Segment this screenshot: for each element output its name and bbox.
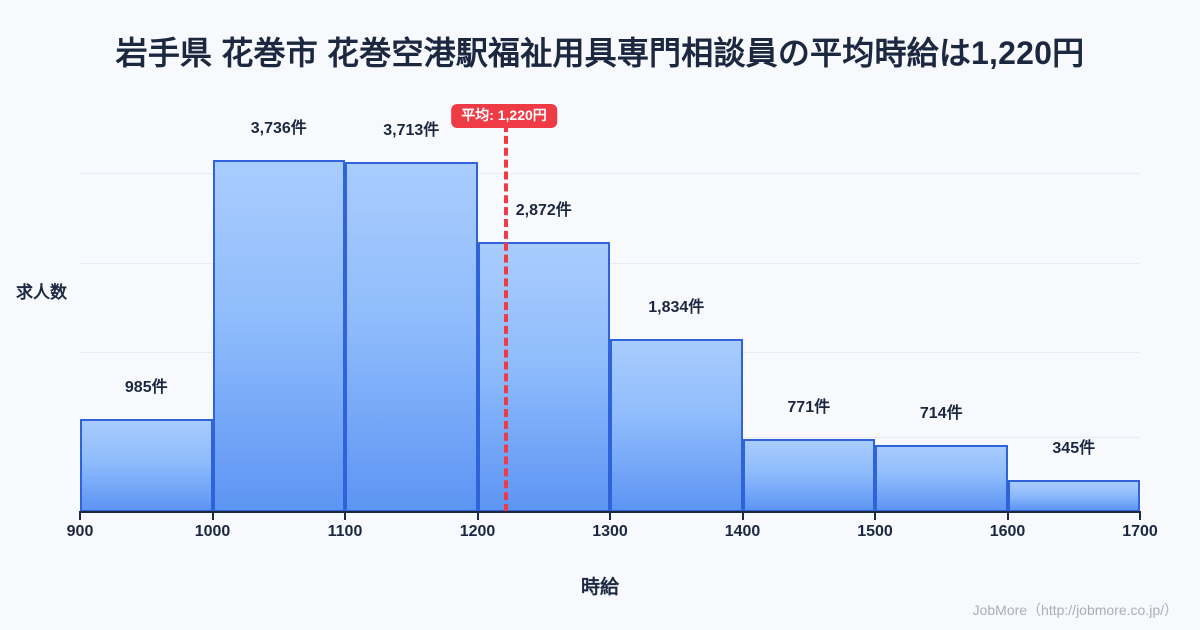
bar-value-label: 1,834件 — [648, 299, 705, 317]
x-axis-tick — [741, 511, 744, 520]
x-axis-tick-label: 1700 — [1122, 523, 1158, 540]
x-axis-tick — [344, 511, 346, 520]
x-axis: 900 1000 1100 1200 1300 1400 1500 1600 1700 — [67, 511, 1158, 540]
bar[interactable] — [80, 419, 213, 512]
bar-value-label: 985件 — [124, 379, 168, 397]
x-axis-tick-label: 1300 — [592, 523, 628, 540]
watermark: JobMore（http://jobmore.co.jp/） — [972, 602, 1178, 618]
bar[interactable] — [742, 439, 875, 512]
average-line — [504, 124, 508, 512]
x-axis-tick — [211, 511, 214, 520]
y-axis-title: 求人数 — [16, 283, 67, 302]
bar-value-label: 714件 — [919, 404, 963, 422]
bar[interactable] — [610, 339, 743, 512]
bar[interactable] — [1007, 479, 1140, 512]
x-axis-tick-label: 900 — [66, 523, 94, 540]
average-badge: 平均: 1,220円 — [451, 104, 557, 129]
bar[interactable] — [477, 241, 610, 512]
x-axis-tick — [79, 511, 81, 520]
x-axis-title: 時給 — [580, 577, 619, 598]
x-axis-tick-label: 1200 — [459, 523, 496, 540]
bar-value-label: 345件 — [1052, 439, 1096, 457]
bar-series: 985件 3,736件 3,713件 2,872件 1,834件 771件 714件 345件 — [80, 120, 1140, 512]
x-axis-tick-label: 1100 — [327, 523, 363, 540]
bar-value-label: 3,736件 — [250, 120, 307, 138]
bar-value-label: 3,713件 — [383, 122, 440, 140]
x-axis-tick-label: 1000 — [194, 523, 231, 540]
x-axis-tick — [609, 511, 611, 520]
bar[interactable] — [212, 160, 345, 512]
plot-area: 985件 3,736件 3,713件 2,872件 1,834件 771件 714件 345件 — [80, 120, 1140, 512]
bar[interactable] — [345, 162, 478, 512]
page-title: 岩手県 花巻市 花巻空港駅福祉用具専門相談員の平均時給は1,220円 — [115, 35, 1085, 71]
bar-value-label: 771件 — [787, 399, 831, 417]
x-axis-tick — [1139, 511, 1141, 520]
x-axis-tick — [476, 511, 479, 520]
x-axis-tick — [1006, 511, 1009, 520]
x-axis-tick-label: 1600 — [989, 523, 1026, 540]
x-axis-tick — [874, 511, 876, 520]
bar[interactable] — [875, 444, 1008, 512]
x-axis-tick-label: 1500 — [857, 523, 893, 540]
bar-value-label: 2,872件 — [515, 201, 572, 219]
x-axis-tick-label: 1400 — [724, 523, 761, 540]
